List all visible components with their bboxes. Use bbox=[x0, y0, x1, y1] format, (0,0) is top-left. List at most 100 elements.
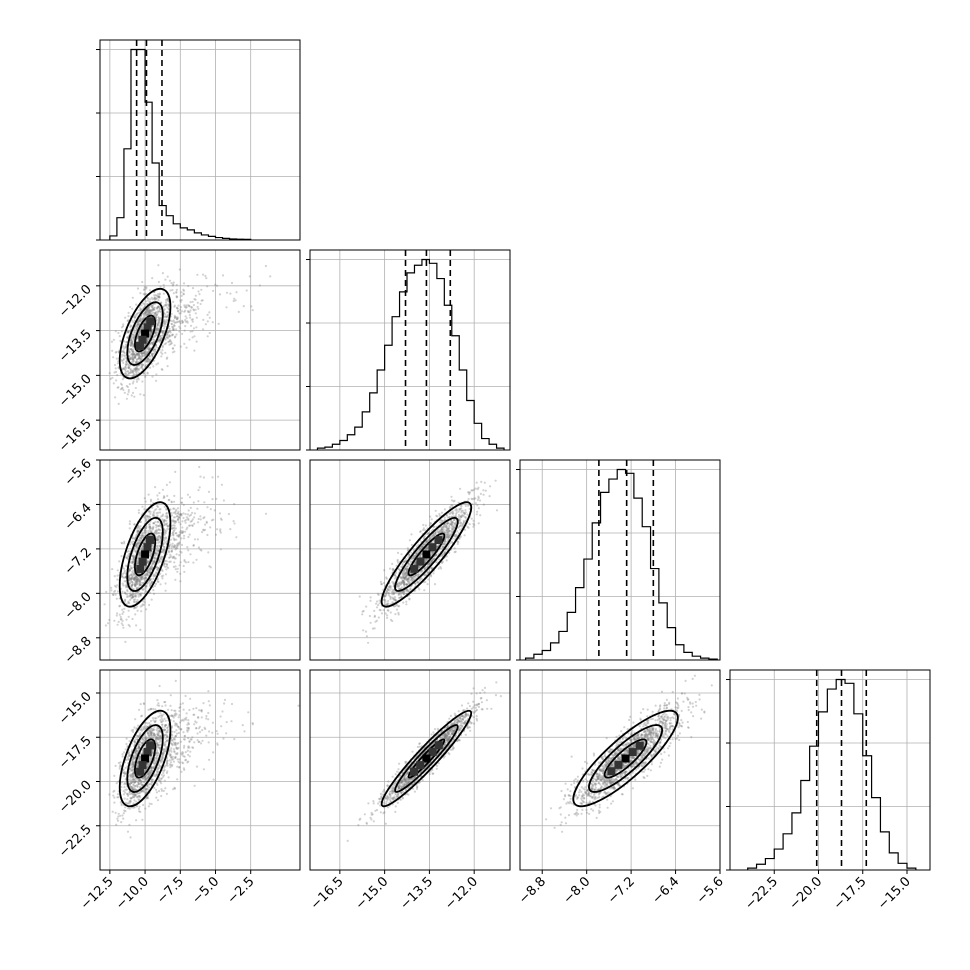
sample-point bbox=[361, 610, 364, 613]
sample-point bbox=[135, 576, 138, 579]
sample-point bbox=[225, 306, 228, 309]
sample-point bbox=[139, 592, 142, 595]
sample-point bbox=[163, 505, 166, 508]
sample-point bbox=[157, 296, 160, 299]
sample-point bbox=[178, 320, 181, 323]
sample-point bbox=[142, 394, 145, 397]
sample-point bbox=[162, 321, 165, 324]
sample-point bbox=[131, 583, 135, 586]
sample-point bbox=[161, 549, 165, 553]
sample-point bbox=[444, 529, 448, 532]
sample-point bbox=[145, 352, 148, 355]
sample-point bbox=[110, 586, 113, 589]
sample-point bbox=[479, 514, 482, 517]
sample-point bbox=[177, 534, 180, 537]
sample-point bbox=[172, 292, 175, 295]
sample-point bbox=[378, 602, 381, 605]
sample-point bbox=[159, 508, 162, 511]
sample-point bbox=[172, 537, 175, 540]
sample-point bbox=[179, 312, 182, 315]
sample-point bbox=[144, 566, 147, 569]
sample-point bbox=[147, 346, 151, 349]
sample-point bbox=[140, 547, 144, 550]
sample-point bbox=[161, 514, 164, 518]
sample-point bbox=[136, 591, 140, 594]
sample-point bbox=[154, 554, 157, 557]
sample-point bbox=[401, 579, 404, 583]
sample-point bbox=[473, 523, 476, 527]
sample-point bbox=[142, 576, 145, 580]
sample-point bbox=[132, 358, 135, 361]
sample-point bbox=[165, 315, 168, 318]
sample-point bbox=[418, 588, 421, 591]
sample-point bbox=[188, 305, 191, 308]
sample-point bbox=[136, 599, 139, 602]
sample-point bbox=[140, 366, 144, 369]
sample-point bbox=[131, 554, 134, 557]
sample-point bbox=[439, 529, 442, 532]
sample-point bbox=[130, 348, 133, 351]
sample-point bbox=[136, 352, 139, 356]
sample-point bbox=[453, 522, 456, 525]
sample-point bbox=[137, 369, 140, 372]
sample-point bbox=[134, 595, 137, 598]
sample-point bbox=[158, 292, 161, 295]
sample-point bbox=[409, 587, 412, 590]
sample-point bbox=[154, 524, 158, 527]
sample-point bbox=[181, 520, 184, 523]
sample-point bbox=[137, 353, 140, 356]
sample-point bbox=[151, 305, 154, 309]
sample-point bbox=[216, 284, 219, 287]
sample-point bbox=[202, 528, 205, 531]
sample-point bbox=[154, 331, 157, 334]
sample-point bbox=[166, 298, 169, 301]
sample-point bbox=[407, 580, 410, 583]
sample-point bbox=[134, 592, 137, 595]
sample-point bbox=[416, 550, 419, 553]
sample-point bbox=[120, 383, 123, 386]
sample-point bbox=[410, 577, 414, 580]
sample-point bbox=[149, 550, 152, 554]
sample-point bbox=[140, 325, 143, 329]
sample-point bbox=[151, 545, 154, 548]
sample-point bbox=[161, 513, 165, 516]
sample-point bbox=[177, 543, 180, 546]
sample-point bbox=[150, 331, 153, 334]
sample-point bbox=[143, 351, 147, 354]
sample-point bbox=[447, 531, 450, 534]
sample-point bbox=[219, 529, 222, 533]
sample-point bbox=[396, 551, 400, 555]
sample-point bbox=[127, 601, 130, 604]
sample-point bbox=[149, 569, 152, 572]
sample-point bbox=[403, 590, 406, 593]
sample-point bbox=[159, 557, 162, 561]
sample-point bbox=[120, 359, 124, 363]
sample-point bbox=[428, 538, 432, 541]
sample-point bbox=[181, 531, 184, 534]
sample-point bbox=[478, 499, 482, 502]
sample-point bbox=[402, 580, 405, 583]
sample-point bbox=[143, 592, 146, 595]
sample-point bbox=[394, 591, 397, 594]
sample-point bbox=[172, 347, 175, 350]
sample-point bbox=[182, 564, 185, 568]
sample-point bbox=[164, 559, 167, 563]
sample-point bbox=[157, 321, 160, 324]
sample-point bbox=[112, 382, 115, 385]
sample-point bbox=[397, 561, 400, 564]
sample-point bbox=[404, 575, 407, 578]
sample-point bbox=[384, 600, 387, 603]
sample-point bbox=[125, 556, 128, 559]
sample-point bbox=[437, 558, 441, 561]
sample-point bbox=[183, 342, 186, 345]
sample-point bbox=[139, 628, 142, 631]
sample-point bbox=[165, 563, 168, 566]
sample-point bbox=[172, 520, 175, 523]
sample-point bbox=[132, 348, 135, 351]
sample-point bbox=[126, 370, 129, 373]
sample-point bbox=[137, 593, 140, 596]
sample-point bbox=[157, 580, 160, 583]
sample-point bbox=[131, 358, 134, 361]
sample-point bbox=[180, 310, 184, 313]
